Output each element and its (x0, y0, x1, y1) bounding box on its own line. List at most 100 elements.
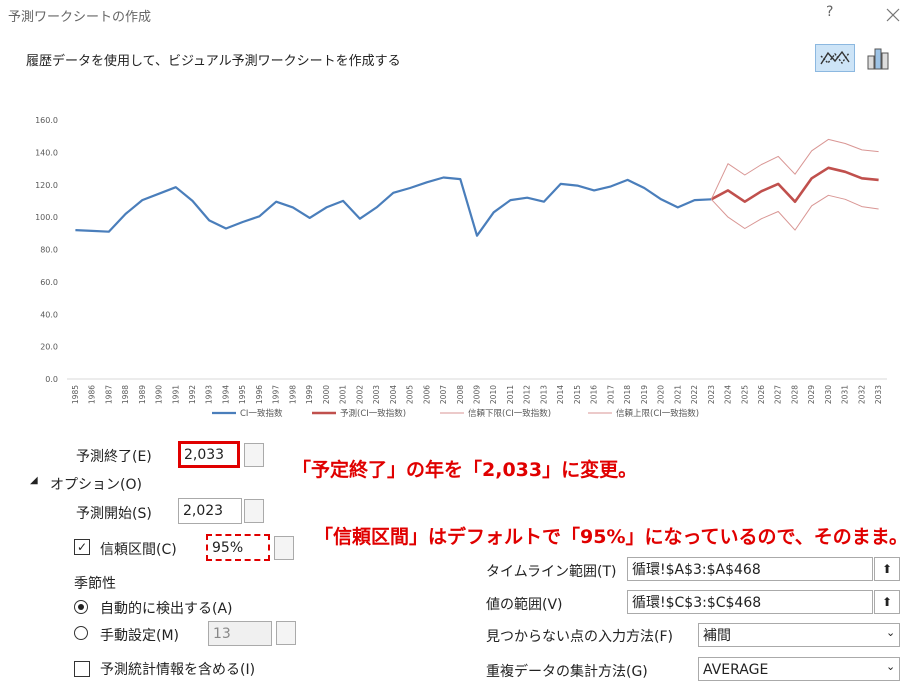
include-stats-label: 予測統計情報を含める(I) (100, 662, 256, 678)
y-tick-label: 120.0 (35, 181, 58, 190)
x-tick-label: 1990 (155, 385, 164, 404)
x-tick-label: 2004 (389, 385, 398, 404)
forecast-end-input[interactable]: 2,033 (178, 441, 240, 468)
x-tick-label: 2000 (322, 385, 331, 404)
missing-label: 見つからない点の入力方法(F) (486, 629, 673, 645)
collapse-button[interactable]: ⬆ (874, 590, 900, 614)
legend-label: 信頼上限(CI一致指数) (616, 408, 699, 419)
x-tick-label: 2020 (657, 385, 666, 404)
annotation: 「予定終了」の年を「2,033」に変更。 (292, 459, 638, 481)
y-tick-label: 80.0 (40, 246, 58, 255)
spinner[interactable] (244, 443, 264, 467)
x-tick-label: 2001 (339, 385, 348, 404)
y-tick-label: 0.0 (45, 375, 58, 384)
checkbox[interactable] (74, 661, 90, 677)
x-tick-label: 2016 (590, 385, 599, 404)
spinner[interactable] (244, 499, 264, 523)
x-tick-label: 2033 (874, 385, 883, 404)
x-tick-label: 1986 (88, 385, 97, 404)
auto-detect-label: 自動的に検出する(A) (100, 601, 233, 617)
y-tick-label: 160.0 (35, 116, 58, 125)
missing-select[interactable]: 補間 (698, 623, 900, 647)
collapse-icon[interactable]: ◢ (30, 475, 38, 486)
x-tick-label: 2012 (523, 385, 532, 404)
x-tick-label: 2014 (556, 385, 565, 404)
description: 履歴データを使用して、ビジュアル予測ワークシートを作成する (26, 54, 401, 69)
x-tick-label: 2003 (372, 385, 381, 404)
dropdown-arrow[interactable]: ⌄ (886, 660, 896, 673)
timeline-label: タイムライン範囲(T) (486, 564, 617, 580)
series-line (710, 138, 879, 200)
x-tick-label: 2021 (673, 385, 682, 404)
spinner[interactable] (276, 621, 296, 645)
manual-label: 手動設定(M) (100, 628, 180, 644)
dialog-title: 予測ワークシートの作成 (8, 10, 152, 25)
x-tick-label: 2019 (640, 385, 649, 404)
x-tick-label: 2025 (740, 385, 749, 404)
options-label[interactable]: オプション(O) (50, 477, 142, 493)
legend-label: CI一致指数 (240, 408, 283, 419)
x-tick-label: 1989 (138, 385, 147, 404)
x-tick-label: 1992 (188, 385, 197, 404)
chart: 0.0 20.0 40.0 60.0 80.0 100.0 120.0 140.0 160.0 1… (35, 116, 887, 419)
x-tick-label: 1993 (205, 385, 214, 404)
annotation: 「信頼区間」はデフォルトで「95%」になっているので、そのまま。 (314, 526, 909, 548)
series-line (710, 166, 879, 203)
dropdown-arrow[interactable]: ⌄ (886, 626, 896, 639)
checkbox-checked[interactable]: ✓ (74, 539, 90, 555)
x-tick-label: 2008 (456, 385, 465, 404)
series-line (710, 194, 879, 231)
forecast-end-label: 予測終了(E) (76, 449, 152, 465)
line-chart-icon[interactable] (815, 44, 855, 72)
x-tick-label: 2009 (473, 385, 482, 404)
values-range-label: 値の範囲(V) (486, 597, 563, 613)
x-tick-label: 2018 (623, 385, 632, 404)
x-tick-label: 2030 (824, 385, 833, 404)
spinner[interactable] (274, 536, 294, 560)
x-tick-label: 2029 (807, 385, 816, 404)
radio-selected[interactable] (74, 600, 88, 614)
column-chart-icon[interactable] (866, 46, 892, 70)
aggregate-select[interactable]: AVERAGE (698, 657, 900, 681)
x-tick-label: 2024 (724, 385, 733, 404)
x-tick-label: 1987 (104, 385, 113, 404)
y-tick-label: 100.0 (35, 213, 58, 222)
forecast-start-label: 予測開始(S) (76, 506, 152, 522)
timeline-input[interactable]: 循環!$A$3:$A$468 (627, 557, 873, 581)
confidence-input[interactable]: 95% (206, 534, 270, 561)
x-tick-label: 2006 (422, 385, 431, 404)
forecast-start-input[interactable]: 2,023 (178, 498, 242, 524)
x-tick-label: 1988 (121, 385, 130, 404)
x-tick-label: 2002 (355, 385, 364, 404)
seasonality-label: 季節性 (74, 576, 116, 592)
x-tick-label: 1995 (238, 385, 247, 404)
y-tick-label: 20.0 (40, 343, 58, 352)
x-tick-label: 2007 (439, 385, 448, 404)
help-button[interactable]: ? (826, 4, 834, 20)
x-tick-label: 2022 (690, 385, 699, 404)
x-tick-label: 2013 (539, 385, 548, 404)
manual-input[interactable]: 13 (208, 621, 272, 646)
x-tick-label: 2032 (857, 385, 866, 404)
y-tick-label: 60.0 (40, 278, 58, 287)
legend-label: 信頼下限(CI一致指数) (468, 408, 551, 419)
x-tick-label: 2011 (506, 385, 515, 404)
y-tick-label: 40.0 (40, 310, 58, 319)
confidence-label: 信頼区間(C) (100, 542, 177, 558)
values-range-input[interactable]: 循環!$C$3:$C$468 (627, 590, 873, 614)
x-tick-label: 1996 (255, 385, 264, 404)
x-tick-label: 1994 (221, 385, 230, 404)
x-tick-label: 2028 (790, 385, 799, 404)
collapse-button[interactable]: ⬆ (874, 557, 900, 581)
radio[interactable] (74, 626, 88, 640)
x-tick-label: 2031 (841, 385, 850, 404)
x-tick-label: 1985 (71, 385, 80, 404)
x-tick-label: 2027 (774, 385, 783, 404)
x-tick-label: 2017 (606, 385, 615, 404)
close-button[interactable] (886, 8, 900, 22)
series-line (75, 176, 712, 237)
x-tick-label: 1991 (171, 385, 180, 404)
y-tick-label: 140.0 (35, 148, 58, 157)
aggregate-label: 重複データの集計方法(G) (486, 664, 648, 680)
x-tick-label: 2015 (573, 385, 582, 404)
